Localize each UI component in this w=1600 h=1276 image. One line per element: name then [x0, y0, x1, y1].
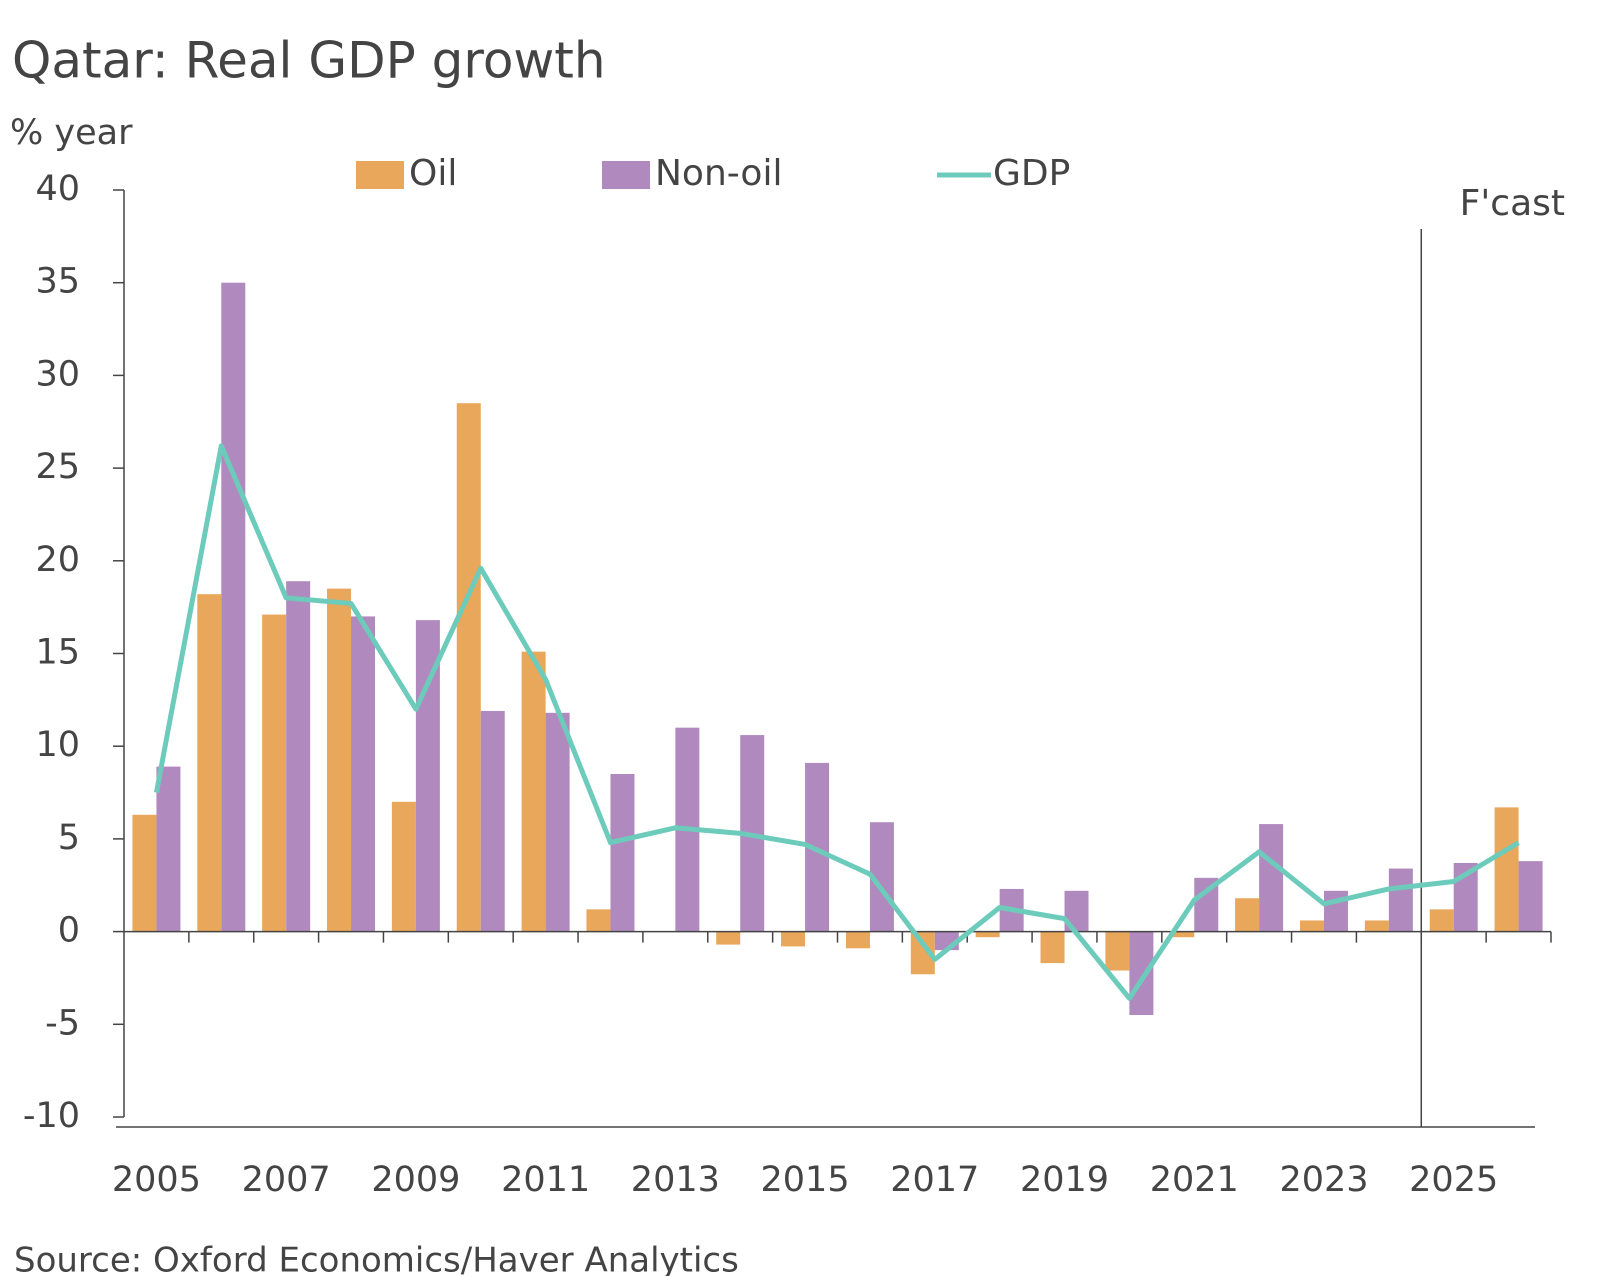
bar — [781, 931, 806, 947]
y-tick-label: 30 — [35, 354, 80, 394]
y-tick-label: 10 — [35, 725, 80, 765]
x-tick-label: 2017 — [890, 1160, 979, 1200]
bar — [415, 620, 440, 932]
bar — [1170, 931, 1195, 938]
y-axis-label: % year — [10, 113, 133, 153]
bar — [845, 931, 870, 949]
source: Source: Oxford Economics/Haver Analytics — [14, 1241, 739, 1276]
y-tick-label: -10 — [23, 1096, 80, 1136]
y-tick-label: 25 — [35, 447, 80, 487]
bar — [1235, 898, 1260, 932]
bar — [586, 909, 611, 932]
bar — [1518, 861, 1543, 932]
bar — [351, 616, 376, 932]
bar — [1388, 868, 1413, 932]
line — [153, 443, 1520, 1001]
bar — [156, 766, 181, 932]
bar — [1364, 920, 1389, 932]
bar — [1299, 920, 1324, 932]
y-tick-label: 35 — [35, 262, 80, 302]
x-tick-label: 2021 — [1150, 1160, 1239, 1200]
bar — [1429, 909, 1454, 932]
bar — [480, 710, 505, 932]
legend-swatch — [602, 161, 650, 189]
y-tick-label: 40 — [35, 169, 80, 209]
bar — [521, 651, 546, 932]
bar — [610, 774, 635, 932]
bar — [545, 712, 570, 932]
bar — [716, 931, 741, 945]
x-tick-label: 2023 — [1279, 1160, 1368, 1200]
bar — [391, 801, 416, 932]
y-tick-label: -5 — [45, 1003, 80, 1043]
x-tick-label: 2013 — [631, 1160, 720, 1200]
legend-label: Non-oil — [655, 153, 782, 194]
x-tick-label: 2019 — [1020, 1160, 1109, 1200]
x-tick-label: 2009 — [371, 1160, 460, 1200]
bar — [1040, 931, 1065, 964]
x-tick-label: 2007 — [242, 1160, 331, 1200]
y-tick-label: 0 — [58, 911, 80, 951]
bar — [1129, 931, 1154, 1016]
bar — [286, 581, 311, 932]
bar — [197, 594, 222, 932]
legend-label: GDP — [993, 153, 1070, 194]
legend-label: Oil — [409, 153, 457, 194]
bar — [1105, 931, 1130, 971]
y-tick-label: 5 — [58, 818, 80, 858]
x-tick-label: 2015 — [761, 1160, 850, 1200]
bar — [262, 614, 287, 932]
bar — [221, 282, 246, 932]
chart-title: Qatar: Real GDP growth — [12, 32, 606, 90]
x-tick-label: 2025 — [1409, 1160, 1498, 1200]
bar — [132, 814, 157, 932]
legend-swatch — [356, 161, 404, 189]
x-tick-label: 2005 — [112, 1160, 201, 1200]
y-tick-label: 20 — [35, 540, 80, 580]
y-tick-label: 15 — [35, 633, 80, 673]
bar — [456, 403, 481, 932]
bar — [327, 588, 352, 932]
bar — [975, 931, 1000, 938]
x-tick-label: 2011 — [501, 1160, 590, 1200]
forecast-label: F'cast — [1460, 183, 1565, 224]
bar — [1259, 824, 1284, 932]
bar — [1494, 807, 1519, 932]
